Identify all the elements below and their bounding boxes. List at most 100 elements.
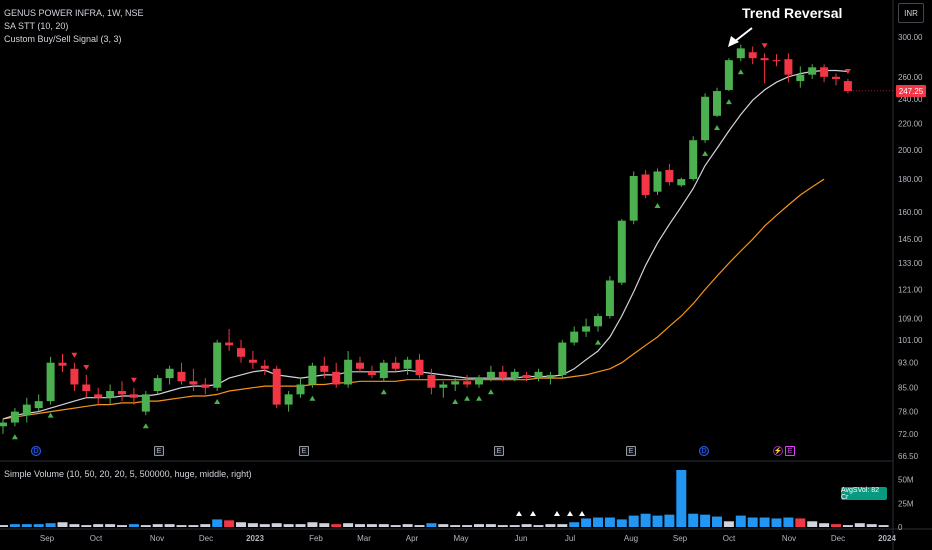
candle-body xyxy=(760,58,769,61)
volume-bar xyxy=(93,524,104,527)
symbol-legend[interactable]: GENUS POWER INFRA, 1W, NSE xyxy=(4,8,144,18)
volume-bar xyxy=(569,522,580,527)
earnings-event-marker[interactable]: E xyxy=(785,446,795,456)
volume-bar xyxy=(688,513,699,527)
volume-bar xyxy=(188,525,199,527)
candle-body xyxy=(653,171,662,192)
candle-body xyxy=(701,96,710,141)
annotation-arrow-shaft xyxy=(733,27,753,43)
price-tick-label: 260.00 xyxy=(898,73,923,82)
price-tick-label: 121.00 xyxy=(898,286,923,295)
volume-bar xyxy=(759,517,770,527)
volume-bar xyxy=(307,522,318,527)
candle-body xyxy=(106,391,115,398)
dividend-event-marker[interactable]: D xyxy=(699,446,709,456)
volume-bar xyxy=(557,524,568,527)
candle-body xyxy=(379,362,388,379)
volume-bar xyxy=(355,524,365,527)
sell-signal-marker xyxy=(844,68,851,74)
earnings-event-marker[interactable]: E xyxy=(494,446,504,456)
candle-body xyxy=(296,384,305,395)
volume-bar xyxy=(866,524,877,527)
volume-bar xyxy=(366,524,377,527)
candle-body xyxy=(796,74,805,82)
candle-body xyxy=(237,348,245,357)
candle-body xyxy=(82,384,91,392)
candle-body xyxy=(403,359,412,369)
buy-signal-marker xyxy=(464,395,471,401)
candle-body xyxy=(629,175,638,221)
volume-legend[interactable]: Simple Volume (10, 50, 20, 20, 5, 500000… xyxy=(4,469,252,479)
volume-bar xyxy=(378,524,389,527)
volume-bar xyxy=(81,525,92,527)
volume-bar xyxy=(545,524,556,527)
candle-body xyxy=(534,371,543,379)
candle-body xyxy=(356,362,364,369)
earnings-event-marker[interactable]: E xyxy=(299,446,309,456)
candle-body xyxy=(843,81,852,92)
earnings-event-marker[interactable]: E xyxy=(154,446,164,456)
sell-signal-marker xyxy=(71,352,78,358)
volume-bar xyxy=(474,524,484,527)
volume-bar xyxy=(664,514,675,527)
candle-body xyxy=(213,342,222,388)
split-event-marker[interactable]: ⚡ xyxy=(773,446,783,456)
candle-body xyxy=(594,316,602,327)
volume-bar xyxy=(140,525,151,527)
volume-bar xyxy=(854,523,865,527)
volume-bar xyxy=(259,524,270,527)
candle-body xyxy=(772,60,781,62)
volume-bar xyxy=(343,523,354,527)
price-tick-label: 220.00 xyxy=(898,119,923,128)
volume-bar xyxy=(164,524,175,527)
candle-body xyxy=(605,280,614,317)
volume-bar xyxy=(69,524,80,527)
volume-bar xyxy=(509,525,520,527)
volume-bar xyxy=(533,525,544,527)
candle-body xyxy=(0,422,7,427)
dividend-event-marker[interactable]: D xyxy=(31,446,41,456)
candle-body xyxy=(34,401,43,409)
indicator-legend-stt[interactable]: SA STT (10, 20) xyxy=(4,21,69,31)
volume-bar xyxy=(117,525,127,527)
time-tick-label: Dec xyxy=(199,534,213,543)
candle-body xyxy=(713,91,721,116)
buy-signal-marker xyxy=(737,69,744,75)
volume-bar xyxy=(462,525,473,527)
candle-body xyxy=(58,362,67,366)
candle-body xyxy=(165,368,174,379)
volume-bar xyxy=(521,524,532,527)
time-tick-label: Oct xyxy=(90,534,103,543)
volume-bar xyxy=(676,470,687,527)
price-tick-label: 66.50 xyxy=(898,452,919,461)
buy-signal-marker xyxy=(142,423,149,429)
price-tick-label: 85.00 xyxy=(898,384,919,393)
candle-body xyxy=(248,359,257,363)
volume-surge-marker xyxy=(554,511,560,516)
volume-bar xyxy=(771,518,782,527)
earnings-event-marker[interactable]: E xyxy=(626,446,636,456)
candle-body xyxy=(153,378,162,392)
volume-bar xyxy=(795,518,806,527)
candle-body xyxy=(201,384,210,388)
volume-bar xyxy=(438,524,449,527)
volume-bar xyxy=(581,518,592,527)
sell-signal-marker xyxy=(130,377,137,383)
trend-reversal-annotation: Trend Reversal xyxy=(742,5,843,21)
time-tick-label: Sep xyxy=(673,534,688,543)
candle-body xyxy=(260,365,269,369)
candle-body xyxy=(665,169,674,183)
volume-bar xyxy=(450,525,461,527)
time-tick-label: May xyxy=(453,534,468,543)
volume-bar xyxy=(723,521,734,527)
candle-body xyxy=(451,381,460,385)
candle-body xyxy=(724,60,733,90)
volume-bar xyxy=(21,524,32,527)
annotation-arrow-head xyxy=(728,36,739,47)
volume-surge-marker xyxy=(567,511,573,516)
currency-button[interactable]: INR xyxy=(898,3,924,23)
candle-body xyxy=(617,220,626,283)
indicator-legend-signal[interactable]: Custom Buy/Sell Signal (3, 3) xyxy=(4,34,122,44)
buy-signal-marker xyxy=(595,339,601,345)
price-tick-label: 145.00 xyxy=(898,235,923,244)
